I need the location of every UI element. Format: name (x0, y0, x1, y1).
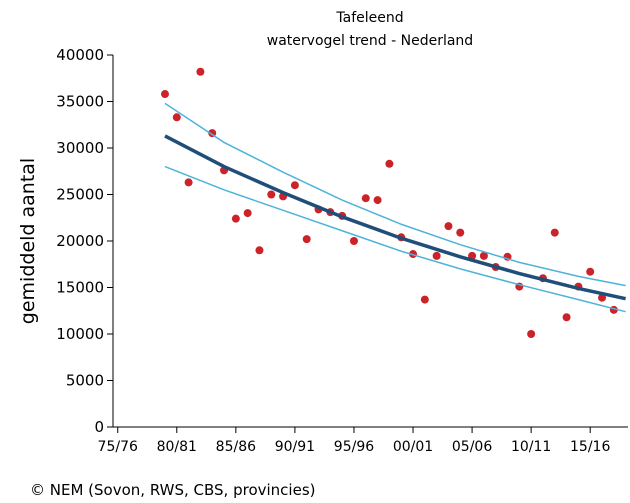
y-tick-label: 30000 (56, 139, 104, 157)
x-tick-label: 75/76 (98, 439, 138, 455)
data-point (456, 228, 465, 237)
data-point (527, 330, 536, 338)
data-point (420, 295, 429, 304)
y-tick-label: 5000 (66, 372, 104, 390)
data-point (550, 228, 559, 237)
x-tick-label: 90/91 (275, 439, 315, 455)
data-point (290, 181, 299, 190)
x-tick-label: 05/06 (452, 439, 492, 455)
y-tick-label: 40000 (56, 46, 104, 64)
data-point (302, 235, 311, 244)
data-point (373, 196, 382, 205)
data-point (349, 237, 358, 245)
data-point (196, 67, 205, 76)
data-point (255, 246, 264, 255)
data-point (444, 222, 453, 231)
trend-line (164, 102, 626, 287)
x-tick-label: 80/81 (157, 439, 197, 455)
x-tick-label: 85/86 (216, 439, 256, 455)
trend-line (164, 165, 626, 313)
x-tick-label: 00/01 (393, 439, 433, 455)
data-point (562, 313, 571, 322)
data-point (385, 159, 394, 168)
data-point (172, 113, 181, 122)
y-axis-label: gemiddeld aantal (17, 158, 39, 324)
y-tick-label: 0 (94, 418, 104, 436)
source-note: © NEM (Sovon, RWS, CBS, provincies) (30, 481, 315, 499)
data-point (432, 251, 441, 260)
x-tick-label: 15/16 (570, 439, 610, 455)
chart-title: Tafeleend (335, 10, 403, 26)
trend-line (164, 134, 627, 301)
y-tick-label: 25000 (56, 186, 104, 204)
y-tick-label: 10000 (56, 325, 104, 343)
chart-subtitle: watervogel trend - Nederland (267, 33, 473, 49)
y-tick-label: 35000 (56, 93, 104, 111)
x-tick-label: 95/96 (334, 439, 374, 455)
data-point (361, 194, 370, 203)
data-point (231, 214, 240, 223)
y-tick-label: 15000 (56, 279, 104, 297)
data-point (243, 209, 252, 218)
data-point (160, 90, 169, 99)
data-point (184, 178, 193, 187)
data-point (586, 267, 595, 276)
data-point (479, 251, 488, 260)
x-tick-label: 10/11 (511, 439, 551, 455)
y-tick-label: 20000 (56, 232, 104, 250)
data-point (267, 190, 276, 199)
